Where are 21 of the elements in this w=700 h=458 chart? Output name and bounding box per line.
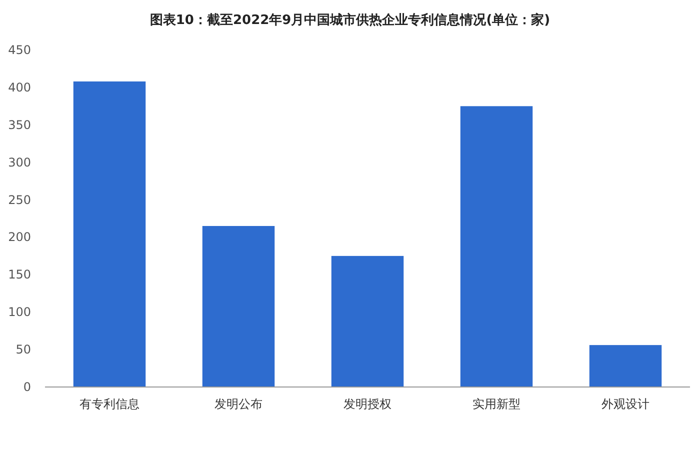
y-tick-label: 200 [8, 230, 31, 244]
y-tick-label: 150 [8, 268, 31, 282]
y-tick-label: 250 [8, 192, 31, 207]
y-tick-label: 450 [8, 43, 31, 57]
y-tick-label: 100 [8, 305, 31, 320]
bar [460, 106, 533, 387]
y-tick-label: 0 [23, 380, 31, 394]
bar [589, 345, 662, 387]
bar [202, 226, 275, 387]
x-tick-label: 实用新型 [472, 397, 520, 411]
x-tick-label: 发明授权 [344, 397, 392, 411]
x-tick-label: 外观设计 [602, 397, 650, 411]
chart-title: 图表10：截至2022年9月中国城市供热企业专利信息情况(单位：家) [150, 12, 550, 28]
y-tick-label: 350 [8, 118, 31, 132]
bar [331, 256, 404, 387]
x-tick-label: 发明公布 [214, 397, 262, 411]
bar [73, 81, 146, 387]
y-tick-label: 400 [8, 80, 31, 94]
x-tick-label: 有专利信息 [80, 397, 140, 411]
y-tick-label: 50 [16, 342, 31, 357]
y-tick-label: 300 [8, 155, 31, 170]
